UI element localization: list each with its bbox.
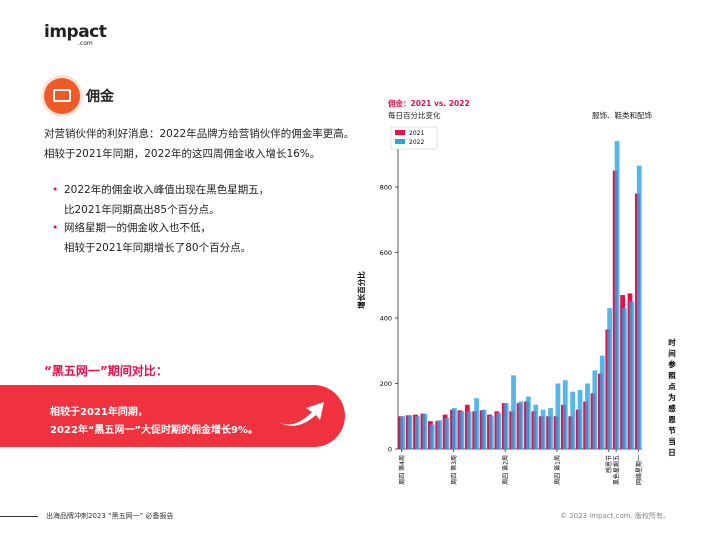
legend-swatch — [395, 130, 405, 135]
arrow-icon — [276, 402, 324, 426]
bar — [555, 383, 561, 449]
x-note-char: 日 — [668, 448, 676, 457]
bar — [518, 401, 524, 449]
bar — [459, 411, 465, 449]
banner-text: 相较于2021年同期， — [50, 407, 148, 418]
y-tick-label: 400 — [380, 314, 392, 322]
x-tick-label: 黑色星期五 — [613, 455, 621, 485]
bar — [577, 390, 583, 449]
section-title: 佣金 — [86, 89, 114, 105]
legend-swatch — [395, 139, 405, 144]
banner-text: 2022年“黑五网一”大促时期的佣金增长9%。 — [50, 425, 258, 436]
chart-annotation: 服饰、鞋类和配饰 — [592, 110, 652, 120]
bar — [407, 415, 413, 449]
logo-text: impact — [44, 22, 107, 42]
bar — [533, 404, 539, 449]
bar — [636, 165, 642, 449]
x-tick-label: 周四 第2周 — [502, 455, 510, 485]
bar — [562, 380, 568, 449]
y-tick-label: 600 — [380, 249, 392, 257]
bar — [570, 391, 576, 449]
footer-rule — [0, 516, 38, 517]
x-tick-label: 周四 第1周 — [553, 455, 561, 485]
y-tick-label: 0 — [388, 446, 392, 454]
paragraph: 对营销伙伴的利好消息：2022年品牌方给营销伙伴的佣金率更高。 — [44, 128, 355, 140]
bar — [585, 383, 590, 449]
y-tick-label: 800 — [380, 183, 392, 191]
bar — [444, 417, 450, 449]
comparison-title: “黑五网一”期间对比： — [44, 364, 168, 378]
bar — [511, 375, 516, 449]
x-note-char: 节 — [668, 425, 676, 435]
bar — [474, 398, 479, 449]
paragraph: 相较于2021年同期，2022年的这四周佣金收入增长16%。 — [44, 148, 321, 160]
bullet: • — [52, 222, 59, 234]
bar — [607, 308, 613, 449]
bar — [481, 409, 487, 449]
legend-label: 2021 — [409, 130, 424, 137]
x-tick-label: 感恩节 — [605, 455, 613, 473]
bar — [400, 416, 406, 449]
x-note-char: 间 — [668, 348, 676, 358]
banner — [0, 385, 345, 447]
x-note-char: 点 — [668, 381, 676, 391]
bullet-text: 2022年的佣金收入峰值出现在黑色星期五， — [64, 184, 270, 196]
chart-subtitle: 每日百分比变化 — [388, 110, 441, 120]
bar — [451, 408, 457, 449]
bar — [548, 408, 553, 449]
x-note-char: 照 — [668, 371, 676, 380]
x-note-char: 感 — [668, 403, 676, 413]
bullet-text: 比2021年同期高出85个百分点。 — [64, 204, 220, 216]
bar — [525, 396, 531, 449]
bar — [437, 420, 442, 449]
x-tick-label: 周四 第4周 — [398, 455, 406, 485]
logo-sub: .com — [78, 40, 93, 47]
x-note-char: 时 — [668, 337, 676, 347]
bar — [466, 411, 472, 449]
x-note-char: 当 — [668, 436, 676, 446]
y-tick-label: 200 — [380, 380, 392, 388]
logo: impact — [44, 22, 107, 42]
x-note-char: 参 — [668, 359, 676, 369]
footer-left: 出海品牌冲刺2023 “黑五网一” 必备报告 — [46, 512, 174, 520]
bar — [622, 308, 627, 449]
bar — [614, 141, 620, 449]
bar — [592, 370, 598, 449]
footer-right: © 2023 impact.com. 版权所有。 — [560, 512, 670, 520]
y-axis-label: 增长百分比 — [356, 271, 366, 309]
bullet-text: 网络星期一的佣金收入也不低， — [64, 222, 211, 234]
bar — [496, 412, 502, 449]
bar — [540, 409, 546, 449]
legend-label: 2022 — [409, 139, 424, 146]
x-note-char: 恩 — [668, 414, 676, 424]
x-note-char: 为 — [668, 392, 676, 402]
bar — [415, 416, 420, 449]
bullet: • — [52, 184, 59, 196]
bar — [429, 424, 435, 449]
bar — [599, 355, 605, 449]
x-tick-label: 网络星期一 — [635, 455, 643, 485]
section-icon — [44, 78, 80, 114]
bar — [503, 403, 509, 449]
chart-title: 佣金：2021 vs. 2022 — [387, 98, 470, 108]
x-tick-label: 周四 第3周 — [450, 455, 458, 485]
bar — [629, 301, 635, 449]
bullet-text: 相较于2021年同期增长了80个百分点。 — [64, 242, 252, 254]
bar — [488, 416, 494, 449]
bar — [422, 413, 428, 449]
